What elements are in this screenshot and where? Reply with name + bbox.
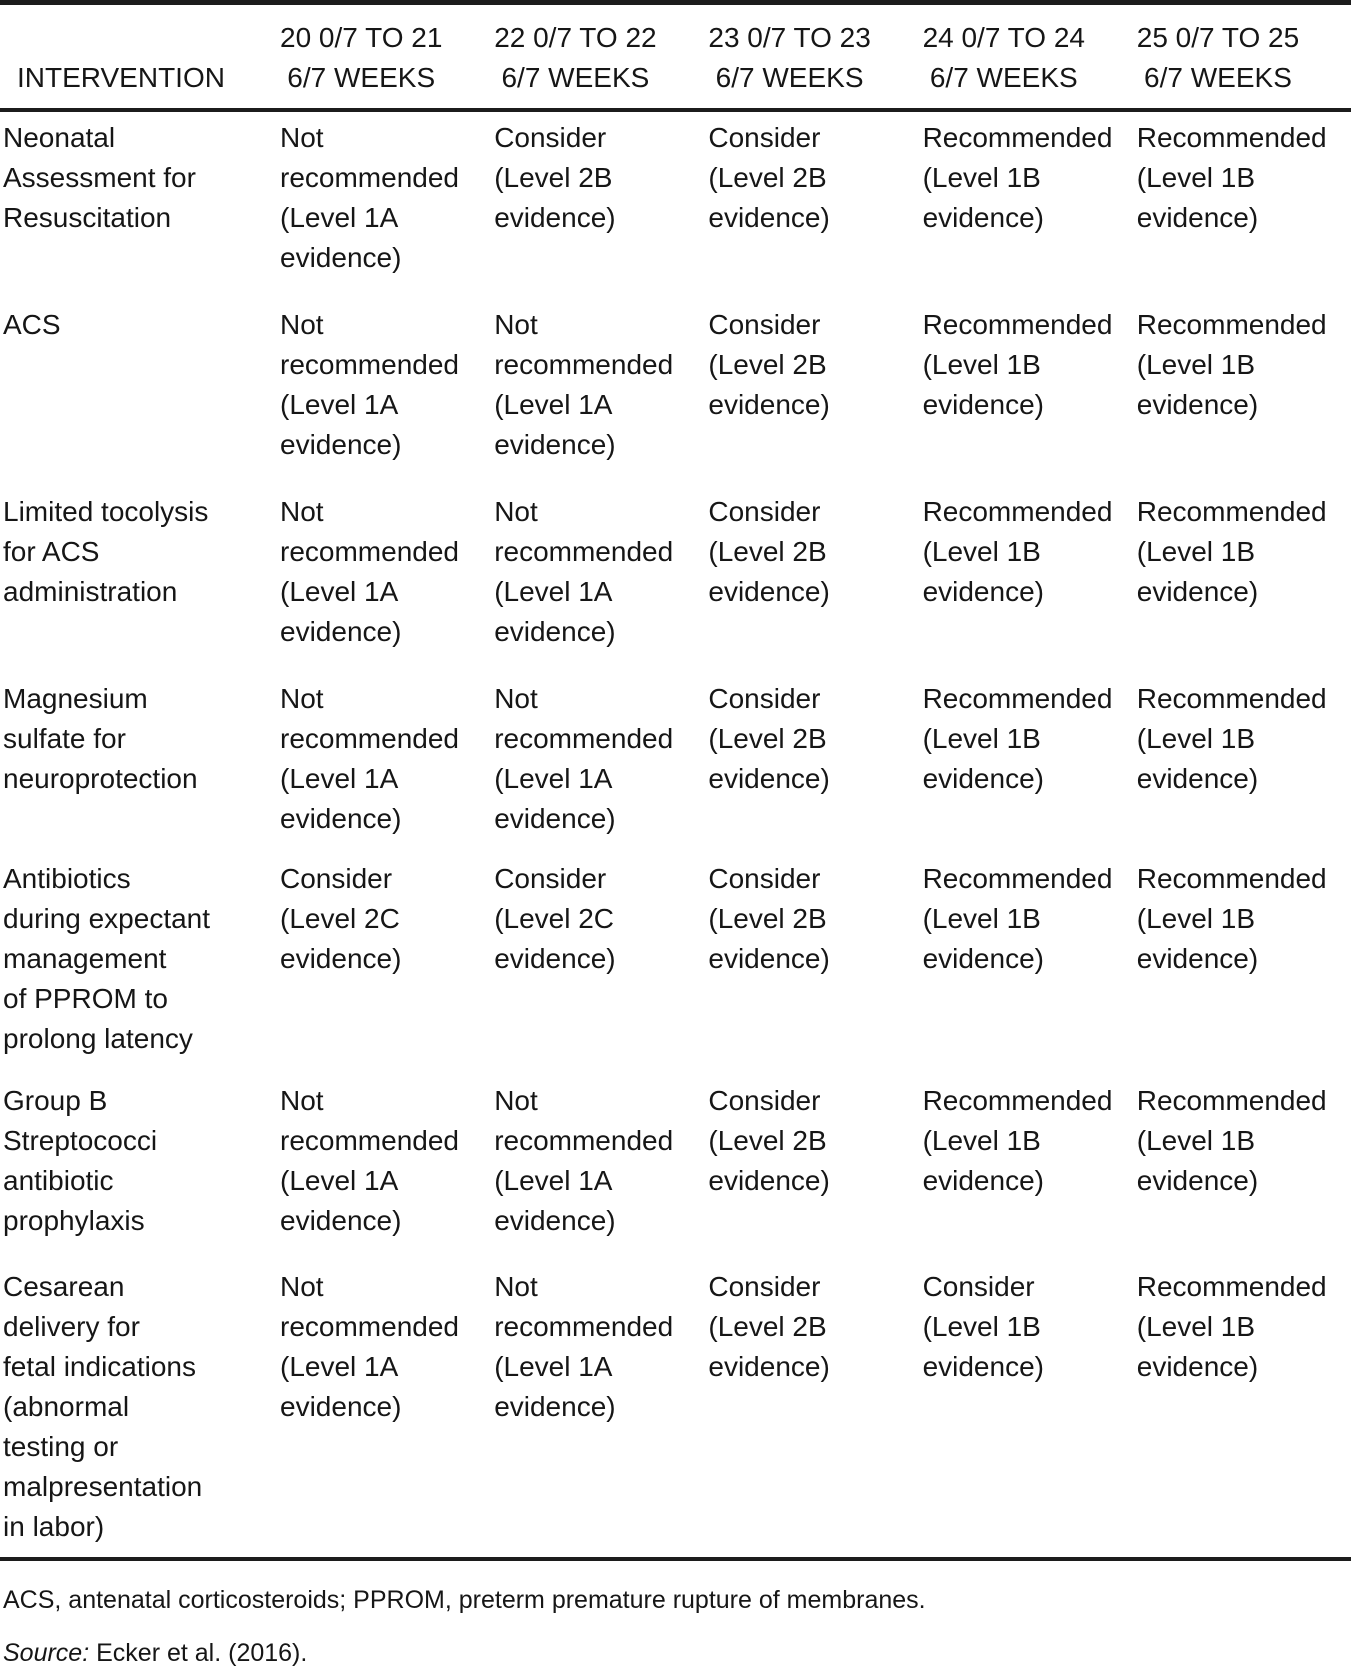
intervention-cell: Magnesium sulfate for neuroprotection: [3, 683, 198, 794]
recommendation-cell: Not recommended (Level 1A evidence): [280, 122, 459, 273]
week-range-label: 25 0/7 TO 25 6/7 WEEKS: [1136, 22, 1300, 93]
recommendation-cell: Consider (Level 2C evidence): [494, 863, 616, 974]
recommendation-cell: Recommended (Level 1B evidence): [1136, 496, 1327, 607]
header-row: INTERVENTION 20 0/7 TO 21 6/7 WEEKS 22 0…: [0, 2, 1351, 112]
table-row-antibiotics-pprom: Antibiotics during expectant management …: [0, 859, 1351, 1081]
recommendation-cell: Not recommended (Level 1A evidence): [280, 496, 459, 647]
table-row-group-b-streptococci: Group B Streptococci antibiotic prophyla…: [0, 1081, 1351, 1267]
recommendation-cell: Recommended (Level 1B evidence): [922, 1085, 1113, 1196]
source-note: Source: Ecker et al. (2016).: [3, 1638, 1351, 1668]
recommendation-cell: Recommended (Level 1B evidence): [1136, 683, 1327, 794]
intervention-recommendations-table: INTERVENTION 20 0/7 TO 21 6/7 WEEKS 22 0…: [0, 0, 1351, 1561]
recommendation-cell: Recommended (Level 1B evidence): [922, 683, 1113, 794]
recommendation-cell: Consider (Level 1B evidence): [922, 1267, 1137, 1561]
recommendation-cell: Consider (Level 2B evidence): [708, 496, 830, 607]
table-row-limited-tocolysis: Limited tocolysis for ACS administration…: [0, 492, 1351, 679]
source-citation: Ecker et al. (2016).: [89, 1639, 308, 1667]
recommendation-cell: Not recommended (Level 1A evidence): [280, 1085, 459, 1236]
recommendation-cell: Consider (Level 2B evidence): [708, 122, 830, 233]
abbreviations-note: ACS, antenatal corticosteroids; PPROM, p…: [3, 1586, 926, 1614]
intervention-cell: Cesarean delivery for fetal indications …: [0, 1267, 280, 1561]
recommendation-cell: Not recommended (Level 1A evidence): [494, 1267, 709, 1561]
week-range-label: 24 0/7 TO 24 6/7 WEEKS: [922, 22, 1085, 93]
recommendation-cell: Recommended (Level 1B evidence): [1136, 863, 1327, 974]
recommendation-cell: Recommended (Level 1B evidence): [1136, 1085, 1327, 1196]
recommendation-cell: Consider (Level 2B evidence): [708, 1267, 923, 1561]
recommendation-cell: Recommended (Level 1B evidence): [1136, 122, 1327, 233]
intervention-cell: ACS: [3, 309, 61, 340]
intervention-cell: Limited tocolysis for ACS administration: [3, 496, 209, 607]
recommendation-cell: Not recommended (Level 1A evidence): [494, 496, 674, 647]
table-row-neonatal-assessment: Neonatal Assessment for Resuscitation No…: [0, 110, 1351, 305]
recommendation-cell: Recommended (Level 1B evidence): [922, 496, 1113, 607]
recommendation-cell: Recommended (Level 1B evidence): [922, 863, 1113, 974]
recommendation-cell: Not recommended (Level 1A evidence): [280, 683, 459, 834]
recommendation-cell: Consider (Level 2B evidence): [494, 122, 616, 233]
recommendation-cell: Not recommended (Level 1A evidence): [494, 683, 674, 834]
column-header-week-22: 22 0/7 TO 22 6/7 WEEKS: [494, 2, 709, 112]
column-header-week-24: 24 0/7 TO 24 6/7 WEEKS: [922, 2, 1137, 112]
recommendation-cell: Recommended (Level 1B evidence): [922, 122, 1113, 233]
column-header-intervention: INTERVENTION: [0, 2, 280, 112]
recommendation-cell: Consider (Level 2B evidence): [708, 863, 830, 974]
intervention-cell: Neonatal Assessment for Resuscitation: [3, 122, 196, 233]
table-row-cesarean-delivery: Cesarean delivery for fetal indications …: [0, 1267, 1351, 1561]
table-row-magnesium-sulfate: Magnesium sulfate for neuroprotection No…: [0, 679, 1351, 859]
recommendation-cell: Not recommended (Level 1A evidence): [280, 1267, 495, 1561]
recommendation-cell: Recommended (Level 1B evidence): [922, 309, 1113, 420]
recommendation-cell: Recommended (Level 1B evidence): [1136, 1267, 1351, 1561]
table-footnotes: ACS, antenatal corticosteroids; PPROM, p…: [3, 1585, 1351, 1668]
recommendation-cell: Consider (Level 2C evidence): [280, 863, 402, 974]
recommendation-cell: Consider (Level 2B evidence): [708, 309, 830, 420]
recommendation-cell: Consider (Level 2B evidence): [708, 683, 830, 794]
column-header-week-23: 23 0/7 TO 23 6/7 WEEKS: [708, 2, 923, 112]
recommendation-cell: Not recommended (Level 1A evidence): [494, 1085, 674, 1236]
table-body: Neonatal Assessment for Resuscitation No…: [0, 110, 1351, 1561]
column-header-week-25: 25 0/7 TO 25 6/7 WEEKS: [1136, 2, 1351, 112]
intervention-cell: Group B Streptococci antibiotic prophyla…: [3, 1085, 158, 1236]
week-range-label: 20 0/7 TO 21 6/7 WEEKS: [280, 22, 443, 93]
source-label: Source:: [3, 1639, 90, 1667]
intervention-cell: Antibiotics during expectant management …: [3, 863, 211, 1054]
week-range-label: 23 0/7 TO 23 6/7 WEEKS: [708, 22, 871, 93]
table-row-acs: ACS Not recommended (Level 1A evidence) …: [0, 305, 1351, 492]
recommendation-cell: Not recommended (Level 1A evidence): [280, 309, 459, 460]
week-range-label: 22 0/7 TO 22 6/7 WEEKS: [494, 22, 657, 93]
recommendation-cell: Recommended (Level 1B evidence): [1136, 309, 1327, 420]
recommendation-cell: Consider (Level 2B evidence): [708, 1085, 830, 1196]
column-header-week-20-21: 20 0/7 TO 21 6/7 WEEKS: [280, 2, 495, 112]
recommendation-cell: Not recommended (Level 1A evidence): [494, 309, 674, 460]
table-header: INTERVENTION 20 0/7 TO 21 6/7 WEEKS 22 0…: [0, 2, 1351, 112]
